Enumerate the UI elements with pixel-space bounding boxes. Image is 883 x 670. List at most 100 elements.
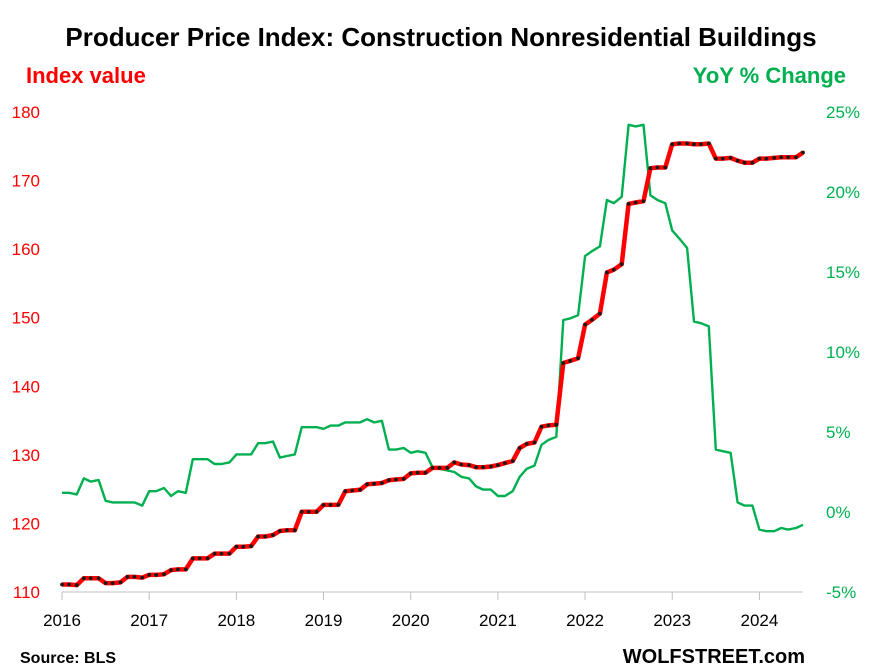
index-point [605,270,609,275]
index-point [750,160,755,165]
index-point [140,575,145,580]
index-point [794,155,798,160]
index-point [685,141,689,146]
index-point [263,534,267,539]
index-point [510,459,515,463]
left-tick-label: 120 [12,514,40,533]
index-point [648,166,653,171]
index-point [190,556,195,561]
left-tick-label: 130 [12,446,40,465]
index-point [358,487,362,492]
index-point [677,141,682,146]
index-point [445,466,450,470]
index-point [176,567,180,572]
index-point [611,267,616,272]
left-tick-label: 140 [12,377,40,396]
index-point [633,200,638,205]
index-point [380,481,384,485]
right-tick-label: -5% [826,583,856,602]
index-point [197,556,202,561]
index-point [234,544,239,549]
source-note: Source: BLS [20,650,116,667]
index-point [88,576,93,581]
index-point [241,544,246,549]
index-point [292,528,297,533]
right-tick-label: 20% [826,183,860,202]
index-point [219,551,224,556]
index-point [321,503,326,507]
index-point [626,202,631,206]
x-tick-label: 2016 [43,611,81,630]
index-point [169,568,173,572]
index-point [786,155,791,160]
index-point [561,361,566,365]
index-point [757,156,762,161]
index-point [336,503,341,507]
index-point [467,463,471,467]
index-point [96,576,101,581]
index-point [489,464,493,469]
index-point [742,160,747,165]
x-tick-label: 2022 [566,611,604,630]
index-point [459,462,464,467]
index-point [372,481,376,486]
index-point [249,544,254,548]
index-point [590,317,594,322]
index-point [314,509,319,514]
index-point [67,582,71,587]
chart-title: Producer Price Index: Construction Nonre… [65,22,816,52]
left-tick-label: 170 [12,172,40,191]
index-point [670,142,675,147]
index-point [619,262,624,267]
x-tick-label: 2023 [653,611,691,630]
index-point [415,470,420,475]
index-point [408,471,413,476]
index-point [598,311,602,316]
plot-area [60,123,805,588]
left-tick-label: 150 [12,309,40,328]
index-point [147,573,152,577]
index-point [154,573,159,577]
index-point [132,575,137,579]
index-point [554,422,559,427]
index-point [227,551,232,556]
index-point [546,423,551,428]
index-point [779,155,784,160]
index-point [720,156,725,161]
index-point [772,156,777,160]
left-tick-label: 180 [12,103,40,122]
index-point [125,575,130,579]
index-point [183,567,188,572]
x-tick-label: 2018 [217,611,255,630]
index-point [365,482,369,487]
index-point [692,142,696,147]
index-point [699,142,703,147]
index-point [801,150,805,155]
index-point [583,322,587,327]
index-point [278,529,282,533]
index-point [103,581,108,585]
index-point [350,488,355,493]
right-axis-ticks: -5% 0% 5% 10% 15% 20% 25% [826,103,860,602]
index-point [430,466,435,470]
right-tick-label: 10% [826,343,860,362]
index-point [81,576,86,581]
right-tick-label: 15% [826,263,860,282]
index-point [568,359,573,363]
series-line-index [62,141,805,588]
index-point [474,465,478,470]
index-point [401,477,406,481]
index-point [437,466,442,470]
index-point [162,572,166,577]
index-point [706,141,711,146]
index-point [271,533,275,537]
index-point [256,534,260,539]
index-point [539,424,544,429]
left-axis-label: Index value [26,63,146,88]
index-point [110,581,115,585]
left-tick-label: 160 [12,240,40,259]
x-tick-label: 2017 [130,611,168,630]
x-tick-label: 2024 [740,611,778,630]
x-tick-label: 2021 [479,611,517,630]
index-point [496,463,500,467]
